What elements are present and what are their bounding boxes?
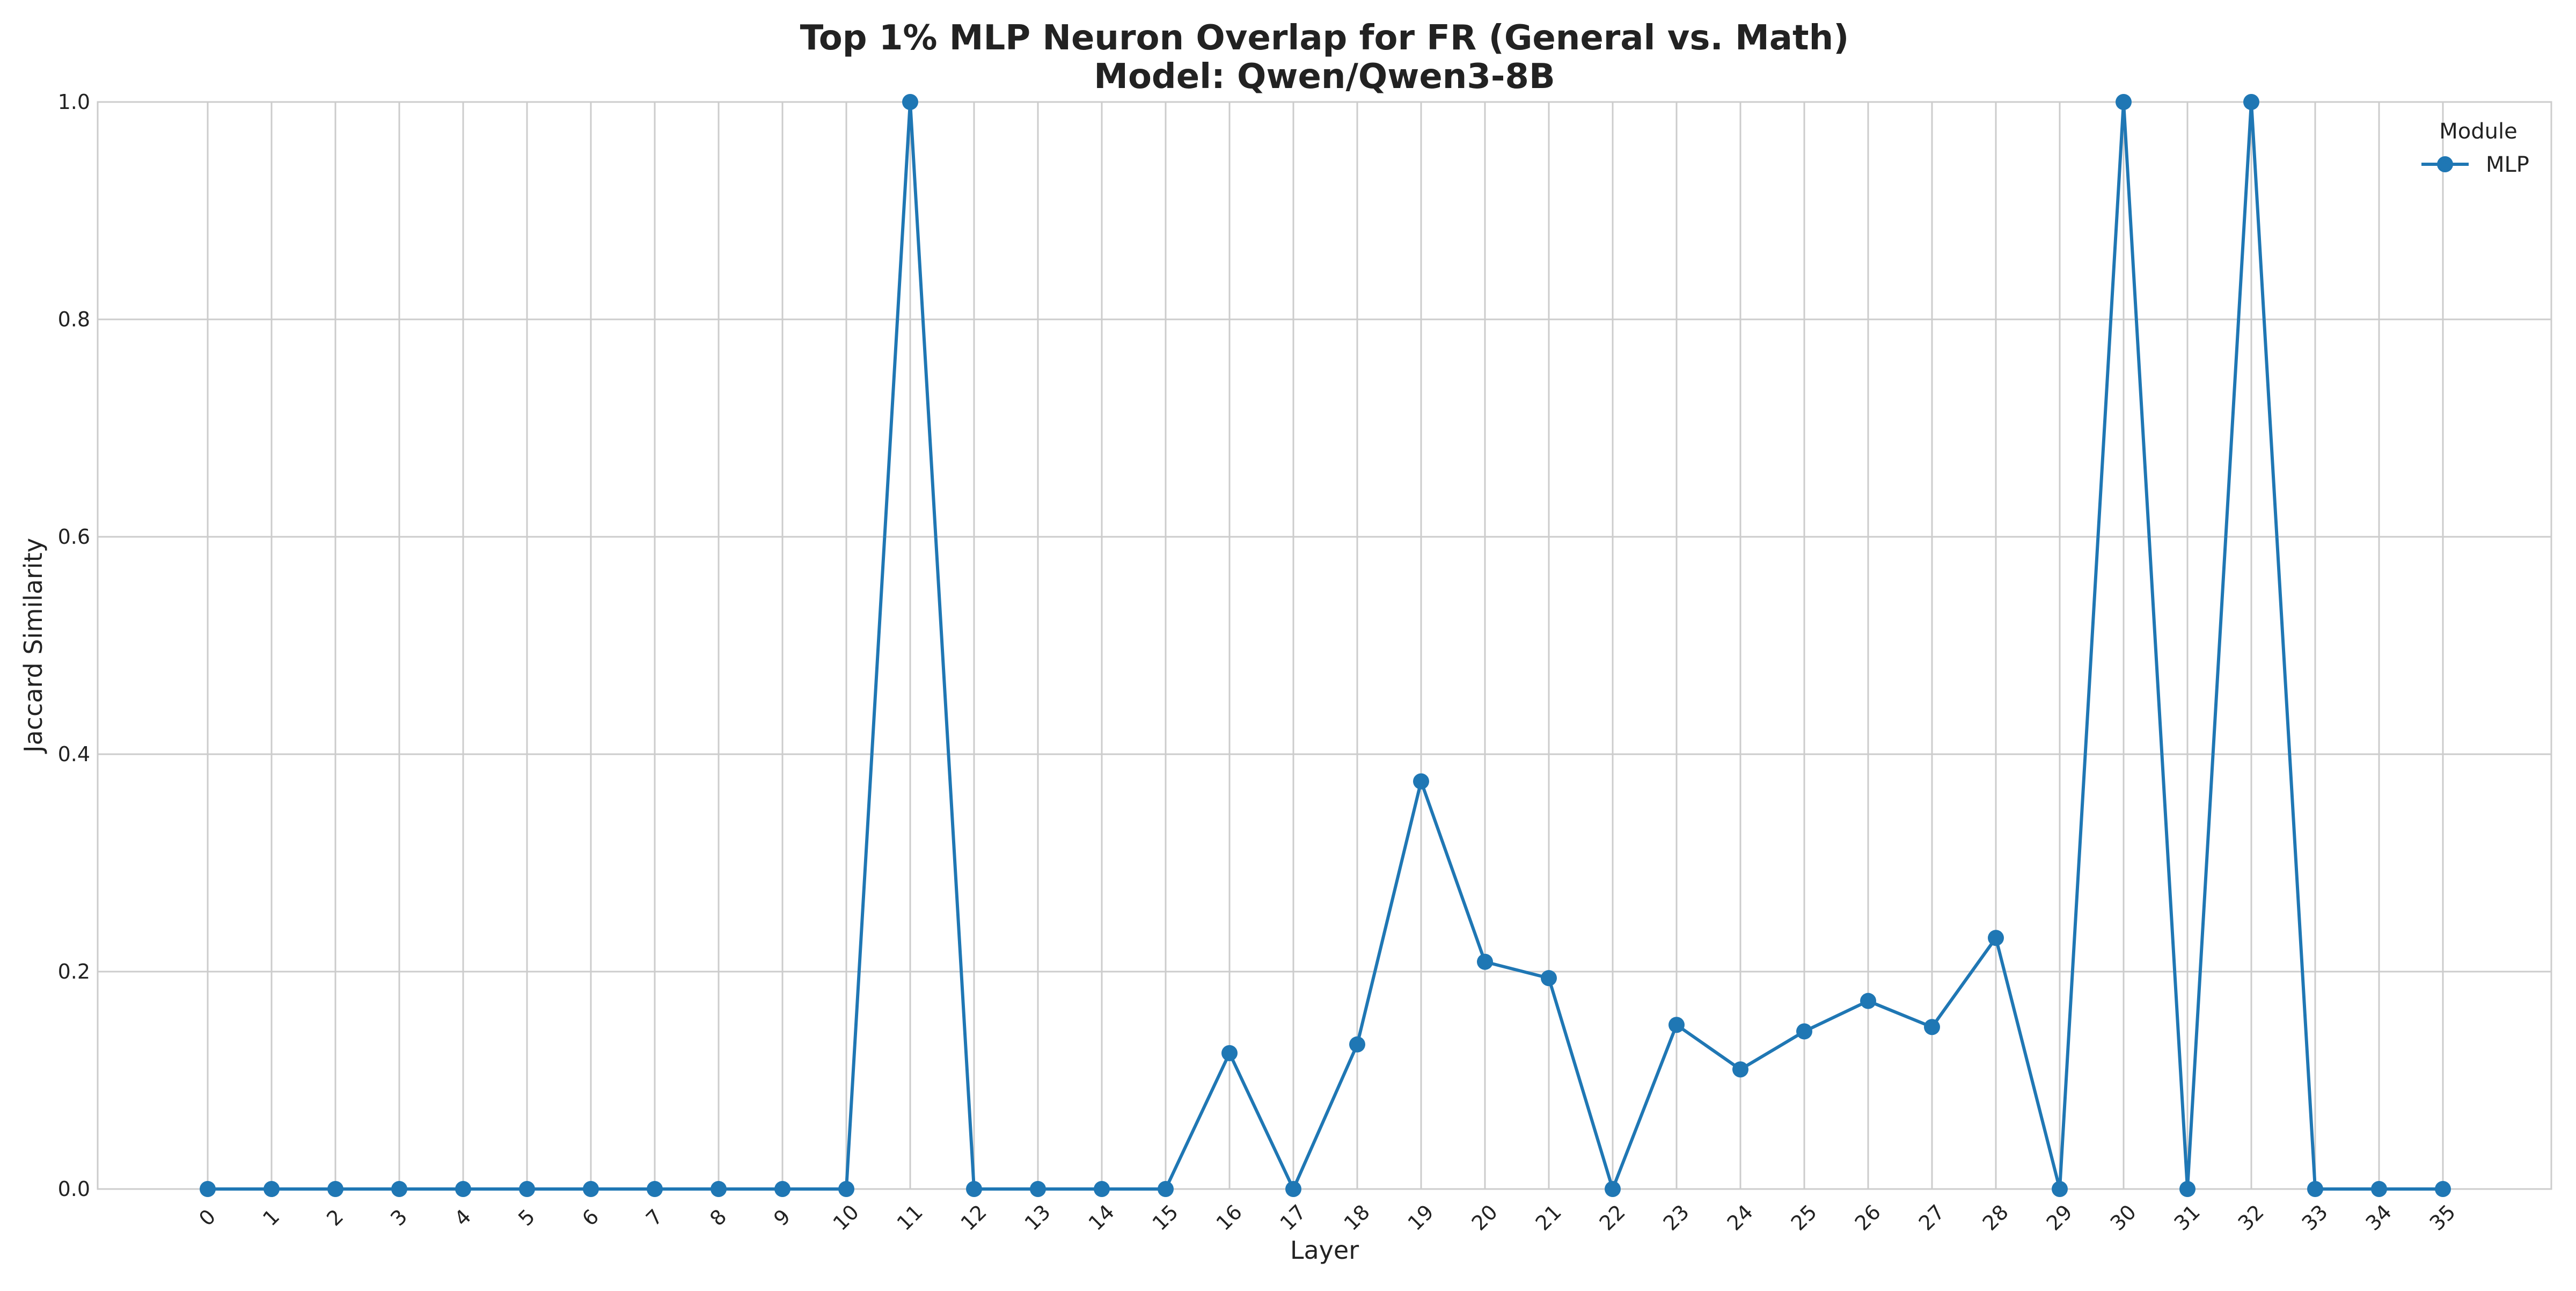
x-axis-label: Layer — [1290, 1236, 1359, 1265]
x-tick-label: 0 — [194, 1205, 220, 1230]
y-tick-label: 0.6 — [58, 525, 90, 549]
x-tick-label: 20 — [1467, 1200, 1502, 1235]
x-axis: 0 1 2 3 4 5 6 7 8 9 10 11 12 13 14 15 16 17 18 19 20 21 22 23 24… — [194, 1200, 2460, 1235]
x-tick-label: 30 — [2106, 1200, 2141, 1235]
data-point — [200, 1181, 216, 1197]
data-point — [519, 1181, 535, 1197]
data-point — [2116, 94, 2132, 110]
x-tick-label: 23 — [1659, 1200, 1694, 1235]
legend: Module MLP — [2421, 119, 2529, 177]
x-tick-label: 26 — [1850, 1200, 1885, 1235]
y-tick-label: 1.0 — [58, 90, 90, 114]
data-point — [966, 1181, 982, 1197]
data-point — [2307, 1181, 2323, 1197]
x-tick-label: 18 — [1340, 1200, 1374, 1235]
data-point — [1860, 993, 1876, 1009]
x-tick-label: 2 — [322, 1205, 348, 1230]
x-tick-label: 25 — [1787, 1200, 1821, 1235]
series-line-mlp — [208, 100, 2443, 1191]
x-tick-label: 10 — [829, 1200, 863, 1235]
data-point — [1988, 930, 2004, 946]
y-tick-label: 0.4 — [58, 742, 90, 766]
data-point — [774, 1181, 791, 1197]
series-mlp — [200, 94, 2451, 1197]
x-tick-label: 13 — [1020, 1200, 1055, 1235]
data-point — [1732, 1061, 1748, 1078]
data-point — [264, 1181, 280, 1197]
data-point — [583, 1181, 599, 1197]
x-tick-label: 15 — [1148, 1200, 1183, 1235]
x-tick-label: 28 — [1978, 1200, 2013, 1235]
data-point — [1541, 970, 1557, 987]
legend-title: Module — [2439, 119, 2517, 144]
data-point — [2371, 1181, 2387, 1197]
legend-label-mlp: MLP — [2486, 152, 2529, 177]
data-point — [327, 1181, 343, 1197]
x-tick-label: 7 — [641, 1205, 667, 1230]
x-tick-label: 34 — [2361, 1200, 2396, 1235]
x-tick-label: 8 — [705, 1205, 731, 1230]
x-tick-label: 9 — [769, 1205, 795, 1230]
x-tick-label: 32 — [2234, 1200, 2268, 1235]
x-tick-label: 6 — [577, 1205, 603, 1230]
x-tick-label: 14 — [1084, 1200, 1119, 1235]
data-point — [1285, 1181, 1301, 1197]
data-point — [1605, 1181, 1621, 1197]
x-tick-label: 33 — [2297, 1200, 2332, 1235]
x-tick-label: 5 — [514, 1205, 539, 1230]
data-point — [902, 94, 918, 110]
y-axis-label: Jaccard Similarity — [19, 538, 48, 754]
x-tick-label: 29 — [2042, 1200, 2077, 1235]
data-point — [2243, 94, 2259, 110]
x-tick-label: 35 — [2425, 1200, 2460, 1235]
x-tick-label: 1 — [258, 1205, 284, 1230]
data-point — [1349, 1036, 1365, 1053]
y-tick-label: 0.0 — [58, 1177, 90, 1201]
x-tick-label: 22 — [1595, 1200, 1630, 1235]
x-tick-label: 21 — [1531, 1200, 1566, 1235]
data-point — [391, 1181, 407, 1197]
data-point — [1158, 1181, 1174, 1197]
data-point — [1094, 1181, 1110, 1197]
x-tick-label: 16 — [1212, 1200, 1247, 1235]
data-point — [1030, 1181, 1046, 1197]
y-axis: 0.0 0.2 0.4 0.6 0.8 1.0 — [58, 90, 90, 1201]
x-tick-label: 12 — [956, 1200, 991, 1235]
data-point — [1924, 1019, 1940, 1035]
x-tick-label: 24 — [1723, 1200, 1758, 1235]
data-point — [647, 1181, 663, 1197]
x-tick-label: 11 — [892, 1200, 927, 1235]
data-point — [1477, 953, 1493, 970]
x-tick-label: 19 — [1403, 1200, 1438, 1235]
data-point — [455, 1181, 471, 1197]
data-point — [2052, 1181, 2068, 1197]
data-point — [2435, 1181, 2451, 1197]
y-tick-label: 0.2 — [58, 960, 90, 983]
grid — [98, 101, 2551, 1190]
chart-title: Top 1% MLP Neuron Overlap for FR (Genera… — [800, 18, 1849, 58]
data-point — [1221, 1045, 1238, 1061]
x-tick-label: 4 — [450, 1205, 475, 1230]
data-point — [838, 1181, 854, 1197]
x-tick-label: 31 — [2170, 1200, 2205, 1235]
data-point — [1668, 1017, 1685, 1033]
chart-subtitle: Model: Qwen/Qwen3-8B — [1094, 57, 1555, 97]
x-tick-label: 27 — [1914, 1200, 1949, 1235]
y-tick-label: 0.8 — [58, 308, 90, 331]
data-point — [2179, 1181, 2196, 1197]
plot-frame — [97, 101, 2552, 1190]
x-tick-label: 17 — [1276, 1200, 1311, 1235]
data-point — [1796, 1023, 1812, 1040]
data-point — [1413, 773, 1429, 790]
data-point — [711, 1181, 727, 1197]
legend-marker — [2437, 156, 2453, 172]
x-tick-label: 3 — [386, 1205, 412, 1230]
